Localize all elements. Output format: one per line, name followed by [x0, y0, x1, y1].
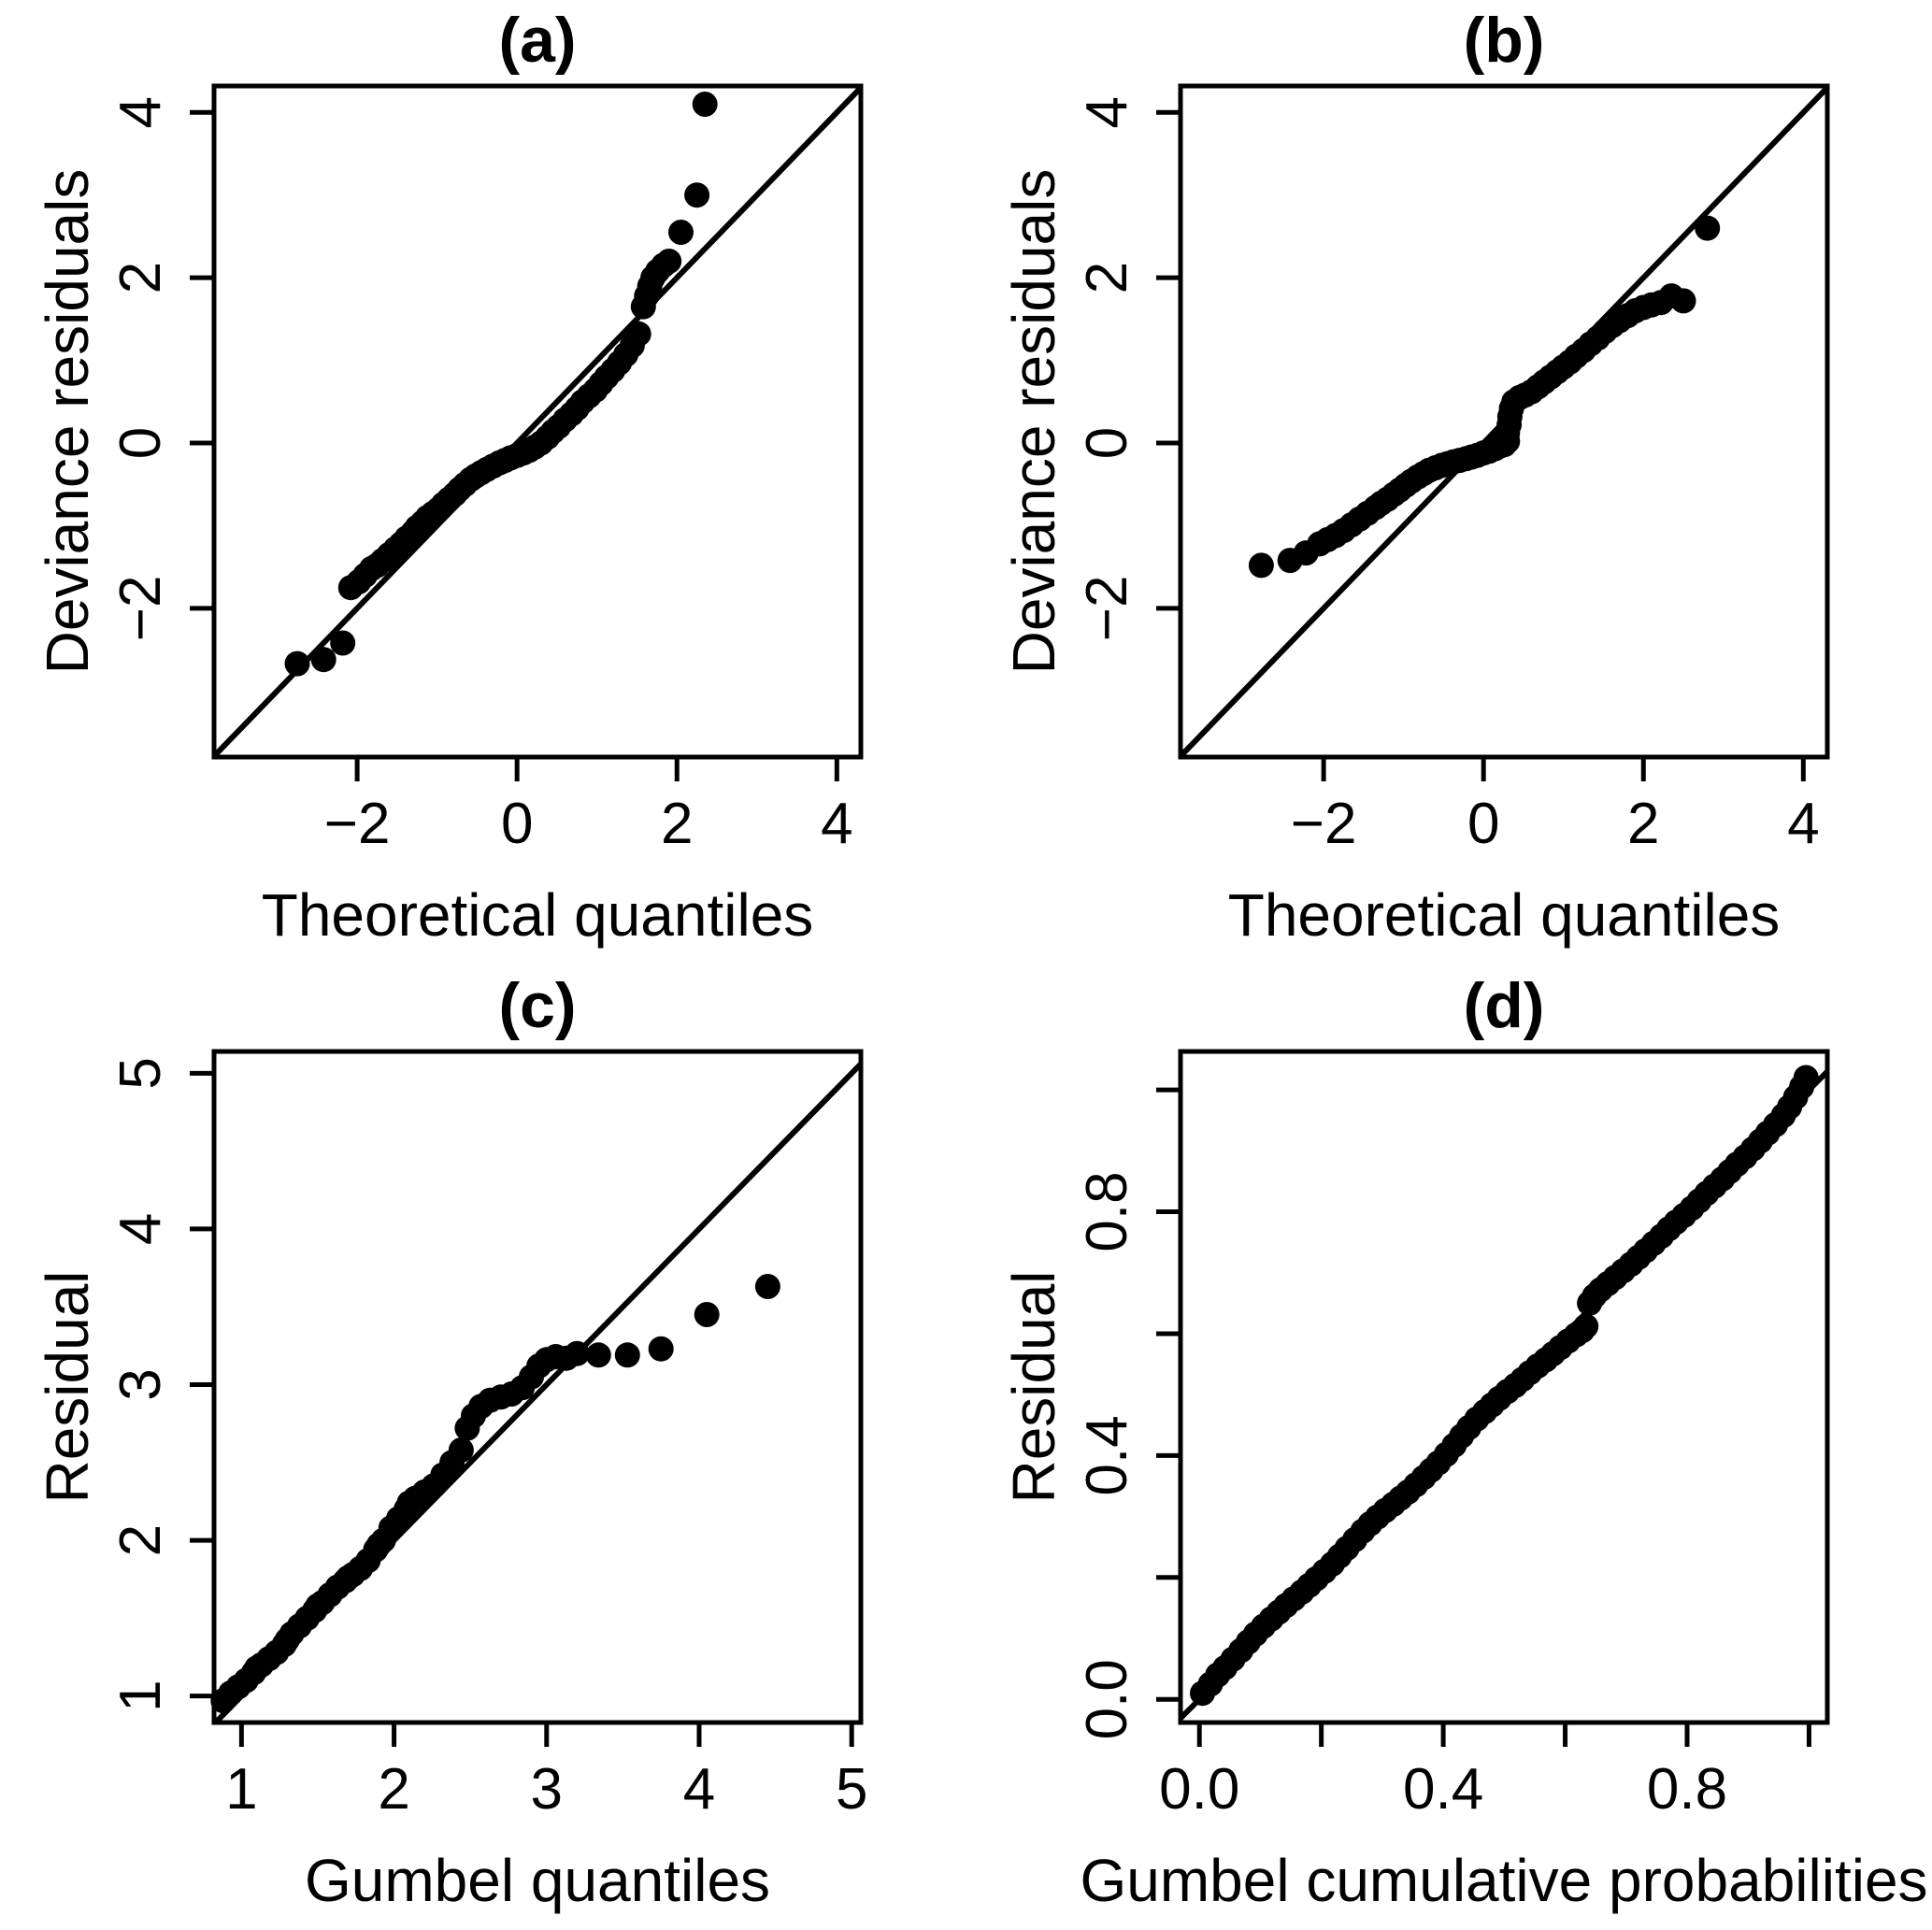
y-tick-label: 2: [1075, 262, 1139, 293]
data-point: [330, 630, 356, 656]
x-tick-label: 0.4: [1403, 1757, 1483, 1822]
panel-b: −2 0 2 4 −2 0 2 4 (b) Theoretical quantiles Dev…: [966, 0, 1932, 965]
panel-a-ylabel: Deviance residuals: [34, 168, 101, 675]
data-point: [656, 249, 682, 274]
x-tick-label: 2: [661, 792, 693, 856]
x-tick-label: 0.0: [1159, 1757, 1239, 1822]
panel-a-xlabel: Theoretical quantiles: [261, 881, 814, 949]
data-point: [754, 1274, 780, 1299]
plot-border: [211, 83, 864, 760]
x-tick-label: 2: [1627, 792, 1659, 856]
y-tick-label: 0.4: [1075, 1415, 1139, 1495]
y-tick-label: 2: [108, 262, 173, 293]
data-point: [625, 321, 651, 347]
plot-border: [1178, 83, 1830, 760]
data-point: [614, 1342, 640, 1368]
panel-b-ylabel: Deviance residuals: [1000, 168, 1067, 675]
data-point: [1248, 552, 1274, 579]
data-point: [564, 1340, 590, 1366]
panel-b-xlabel: Theoretical quantiles: [1227, 881, 1781, 949]
x-tick-label: 0: [1467, 792, 1499, 856]
panel-b-title: (b): [1463, 5, 1545, 76]
panel-c-ylabel: Residual: [34, 1270, 101, 1504]
y-tick-label: 3: [108, 1368, 173, 1400]
data-point: [310, 647, 336, 673]
y-tick-label: 4: [1075, 96, 1139, 128]
panel-c-xlabel: Gumbel quantiles: [304, 1847, 771, 1914]
x-tick-label: −2: [324, 792, 391, 856]
data-point: [1670, 288, 1696, 314]
y-tick-label: 5: [108, 1057, 173, 1089]
data-point: [648, 1336, 674, 1362]
panel-a: −2 0 2 4 −2 0 2 4 (a) Theoretical quantiles Dev…: [0, 0, 966, 965]
y-tick-label: 4: [108, 96, 173, 128]
y-tick-label: 0.0: [1075, 1659, 1139, 1739]
data-point: [1573, 1313, 1599, 1339]
panel-c-plot: 1 2 3 4 5 1 2 3 4 5: [108, 1049, 867, 1822]
x-tick-label: 0: [501, 792, 533, 856]
x-tick-label: 4: [683, 1757, 715, 1822]
y-tick-label: 0.8: [1075, 1171, 1139, 1251]
data-point: [684, 182, 710, 208]
y-tick-label: −2: [1075, 575, 1139, 641]
data-point: [448, 1437, 474, 1463]
panel-d-xlabel: Gumbel cumulative probabilities: [1080, 1847, 1928, 1914]
identity-line: [211, 85, 864, 759]
x-tick-label: 1: [225, 1757, 257, 1822]
panel-a-plot: −2 0 2 4 −2 0 2 4: [108, 83, 864, 856]
y-tick-label: 1: [108, 1680, 173, 1711]
data-point: [1793, 1065, 1819, 1091]
data-point: [668, 220, 694, 245]
y-tick-label: 2: [108, 1524, 173, 1556]
panel-d: 0.0 0.4 0.8 0.0 0.4 0.8 (d) Gumbel cumulative…: [966, 965, 1932, 1930]
panel-d-plot: 0.0 0.4 0.8 0.0 0.4 0.8: [1075, 1049, 1830, 1822]
panel-d-title: (d): [1463, 970, 1545, 1041]
x-tick-label: 4: [821, 792, 852, 856]
x-tick-label: 5: [836, 1757, 867, 1822]
y-tick-label: 4: [108, 1213, 173, 1245]
data-point: [692, 92, 718, 117]
plot-border: [1178, 1049, 1830, 1725]
y-tick-label: 0: [108, 427, 173, 459]
y-tick-label: 0: [1075, 427, 1139, 459]
data-point: [284, 650, 310, 677]
x-tick-label: 4: [1787, 792, 1819, 856]
panel-a-title: (a): [498, 5, 577, 76]
data-point: [585, 1342, 611, 1368]
x-tick-label: 3: [531, 1757, 563, 1822]
x-tick-label: 0.8: [1647, 1757, 1727, 1822]
panel-b-plot: −2 0 2 4 −2 0 2 4: [1075, 83, 1830, 856]
y-tick-label: −2: [108, 575, 173, 641]
panel-c: 1 2 3 4 5 1 2 3 4 5 (c) Gumbel quantiles Residual: [0, 965, 966, 1930]
data-point: [1695, 215, 1721, 241]
x-tick-label: 2: [378, 1757, 409, 1822]
panel-c-title: (c): [498, 970, 577, 1041]
panel-d-ylabel: Residual: [1000, 1270, 1067, 1504]
x-tick-label: −2: [1291, 792, 1357, 856]
data-point: [694, 1302, 720, 1327]
